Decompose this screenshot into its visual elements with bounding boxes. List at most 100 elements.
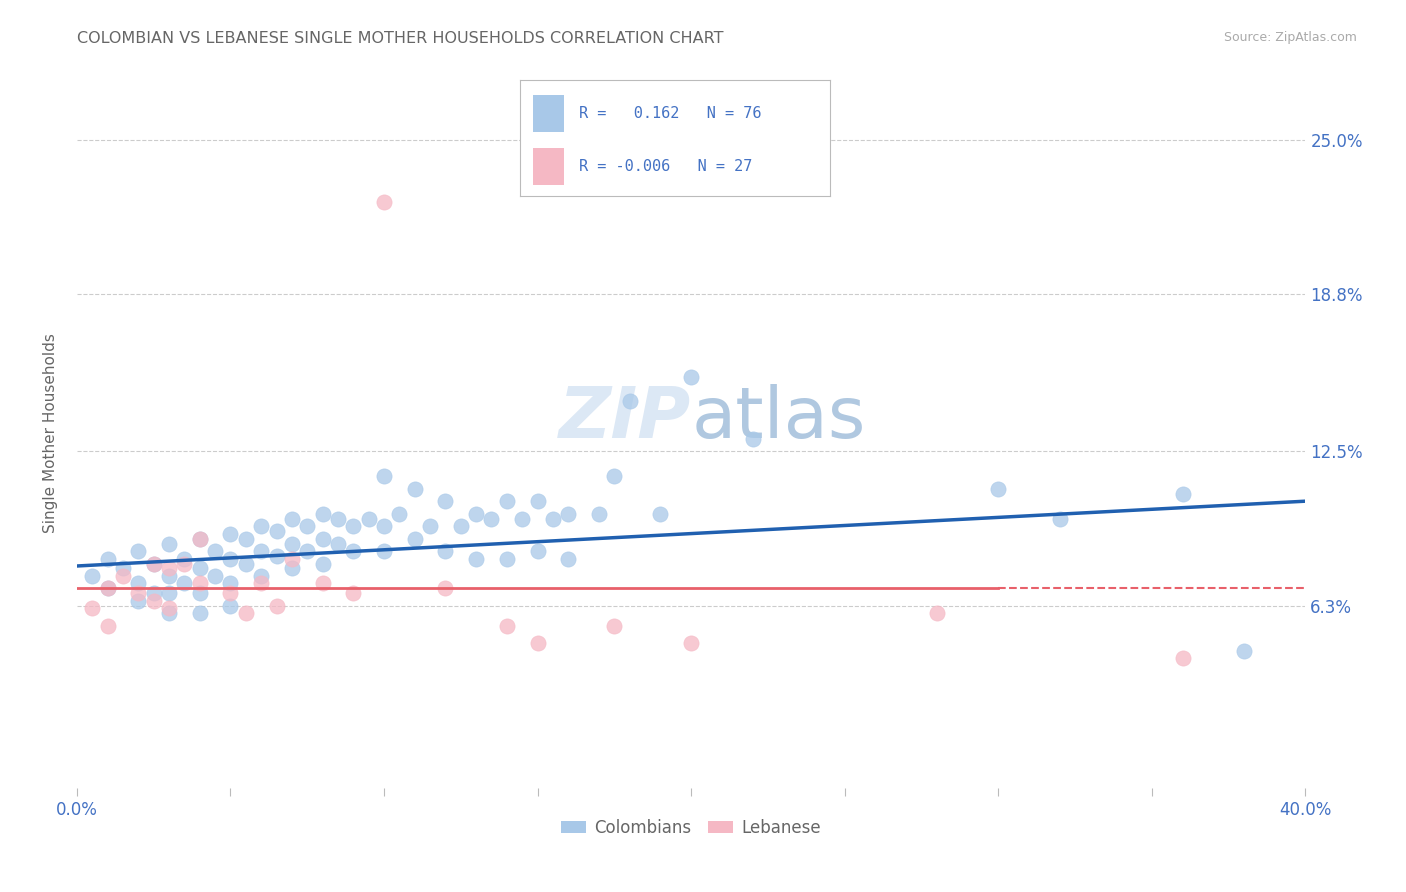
- Point: [157, 561, 180, 575]
- Point: [235, 532, 257, 546]
- Point: [204, 544, 226, 558]
- Point: [157, 569, 180, 583]
- Point: [1171, 651, 1194, 665]
- Point: [188, 607, 211, 621]
- Point: [373, 469, 395, 483]
- Point: [127, 544, 149, 558]
- Point: [465, 551, 488, 566]
- Point: [142, 557, 165, 571]
- Point: [495, 619, 517, 633]
- Point: [495, 551, 517, 566]
- Point: [127, 586, 149, 600]
- Point: [419, 519, 441, 533]
- Point: [311, 557, 333, 571]
- Point: [173, 557, 195, 571]
- Point: [127, 576, 149, 591]
- Point: [111, 561, 134, 575]
- FancyBboxPatch shape: [533, 95, 564, 132]
- Point: [297, 519, 319, 533]
- Point: [188, 576, 211, 591]
- Point: [204, 569, 226, 583]
- Point: [142, 594, 165, 608]
- Point: [266, 599, 288, 613]
- Point: [173, 551, 195, 566]
- Point: [342, 519, 364, 533]
- Point: [373, 544, 395, 558]
- Point: [188, 532, 211, 546]
- Point: [741, 432, 763, 446]
- Point: [281, 561, 304, 575]
- Point: [188, 561, 211, 575]
- Point: [219, 586, 242, 600]
- Point: [250, 569, 273, 583]
- Point: [650, 507, 672, 521]
- Point: [311, 532, 333, 546]
- Point: [342, 586, 364, 600]
- Point: [987, 482, 1010, 496]
- Point: [173, 576, 195, 591]
- Point: [142, 557, 165, 571]
- Point: [188, 532, 211, 546]
- Point: [266, 549, 288, 563]
- Point: [495, 494, 517, 508]
- Point: [681, 369, 703, 384]
- Point: [557, 507, 579, 521]
- Point: [127, 594, 149, 608]
- Y-axis label: Single Mother Households: Single Mother Households: [44, 333, 58, 533]
- Point: [188, 586, 211, 600]
- Point: [142, 586, 165, 600]
- Text: Source: ZipAtlas.com: Source: ZipAtlas.com: [1223, 31, 1357, 45]
- FancyBboxPatch shape: [533, 147, 564, 185]
- Point: [404, 482, 426, 496]
- Point: [434, 494, 457, 508]
- Point: [434, 544, 457, 558]
- Point: [97, 582, 120, 596]
- Point: [681, 636, 703, 650]
- Point: [925, 607, 948, 621]
- Point: [281, 536, 304, 550]
- Point: [235, 607, 257, 621]
- Point: [619, 394, 641, 409]
- Point: [82, 601, 104, 615]
- Point: [219, 551, 242, 566]
- Point: [219, 526, 242, 541]
- Point: [157, 536, 180, 550]
- Point: [111, 569, 134, 583]
- Text: R = -0.006   N = 27: R = -0.006 N = 27: [579, 159, 752, 174]
- Point: [219, 576, 242, 591]
- Point: [281, 551, 304, 566]
- Point: [526, 636, 548, 650]
- Point: [235, 557, 257, 571]
- Point: [266, 524, 288, 538]
- Legend: Colombians, Lebanese: Colombians, Lebanese: [554, 812, 828, 844]
- Text: COLOMBIAN VS LEBANESE SINGLE MOTHER HOUSEHOLDS CORRELATION CHART: COLOMBIAN VS LEBANESE SINGLE MOTHER HOUS…: [77, 31, 724, 46]
- Point: [311, 576, 333, 591]
- Text: R =   0.162   N = 76: R = 0.162 N = 76: [579, 106, 762, 121]
- Point: [557, 551, 579, 566]
- Text: ZIP: ZIP: [558, 384, 692, 453]
- Point: [373, 519, 395, 533]
- Point: [97, 619, 120, 633]
- Point: [404, 532, 426, 546]
- Point: [388, 507, 411, 521]
- Point: [588, 507, 610, 521]
- Point: [250, 576, 273, 591]
- Point: [281, 511, 304, 525]
- Point: [510, 511, 533, 525]
- Point: [97, 582, 120, 596]
- Point: [603, 619, 626, 633]
- Text: atlas: atlas: [692, 384, 866, 453]
- Point: [97, 551, 120, 566]
- Point: [481, 511, 503, 525]
- Point: [526, 494, 548, 508]
- Point: [326, 536, 349, 550]
- Point: [219, 599, 242, 613]
- Point: [157, 601, 180, 615]
- Point: [541, 511, 564, 525]
- Point: [1049, 511, 1071, 525]
- Point: [250, 519, 273, 533]
- Point: [326, 511, 349, 525]
- Point: [1171, 486, 1194, 500]
- Point: [250, 544, 273, 558]
- Point: [297, 544, 319, 558]
